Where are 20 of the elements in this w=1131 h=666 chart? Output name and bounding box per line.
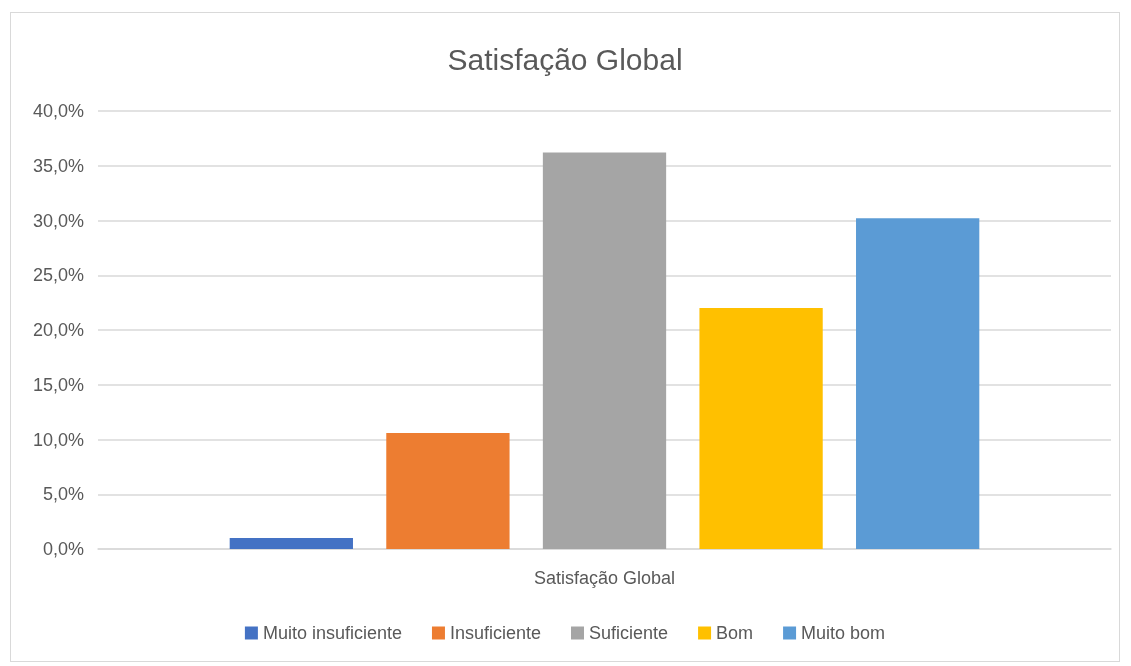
chart-title: Satisfação Global — [447, 42, 683, 76]
legend-label: Muito bom — [801, 623, 886, 643]
legend-label: Suficiente — [589, 623, 669, 643]
legend-label: Bom — [716, 623, 754, 643]
y-tick-label: 35,0% — [32, 155, 84, 176]
y-tick-label: 10,0% — [32, 429, 84, 450]
bar — [229, 538, 353, 549]
legend-label: Muito insuficiente — [262, 623, 402, 643]
bar — [386, 432, 510, 549]
y-tick-label: 30,0% — [32, 210, 84, 231]
legend-label: Insuficiente — [449, 623, 542, 643]
bar — [542, 152, 667, 549]
y-tick-label: 20,0% — [32, 320, 84, 340]
y-tick-label: 0,0% — [42, 539, 84, 559]
y-tick-label: 5,0% — [42, 484, 84, 505]
y-tick-label: 40,0% — [32, 101, 84, 121]
bar — [856, 218, 980, 549]
y-tick-label: 25,0% — [32, 265, 84, 286]
y-tick-label: 15,0% — [32, 374, 84, 395]
bar — [699, 308, 823, 549]
